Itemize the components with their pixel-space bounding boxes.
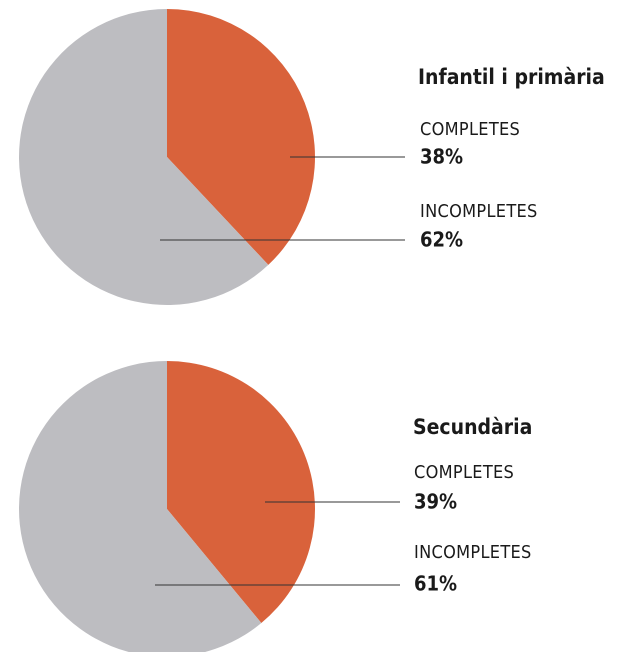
value-label: 38% xyxy=(420,145,463,169)
value-label: 61% xyxy=(414,572,457,596)
category-label: COMPLETES xyxy=(414,462,514,483)
category-label: INCOMPLETES xyxy=(414,542,532,563)
value-label: 39% xyxy=(414,490,457,514)
category-label: COMPLETES xyxy=(420,119,520,140)
pie-slice xyxy=(19,361,262,652)
pie-slice xyxy=(167,9,316,265)
category-label: INCOMPLETES xyxy=(420,201,538,222)
value-label: 62% xyxy=(420,228,463,252)
pie-slice xyxy=(19,9,269,305)
chart-title: Infantil i primària xyxy=(418,65,605,89)
pie-slice xyxy=(167,361,315,624)
chart-title: Secundària xyxy=(413,415,532,439)
